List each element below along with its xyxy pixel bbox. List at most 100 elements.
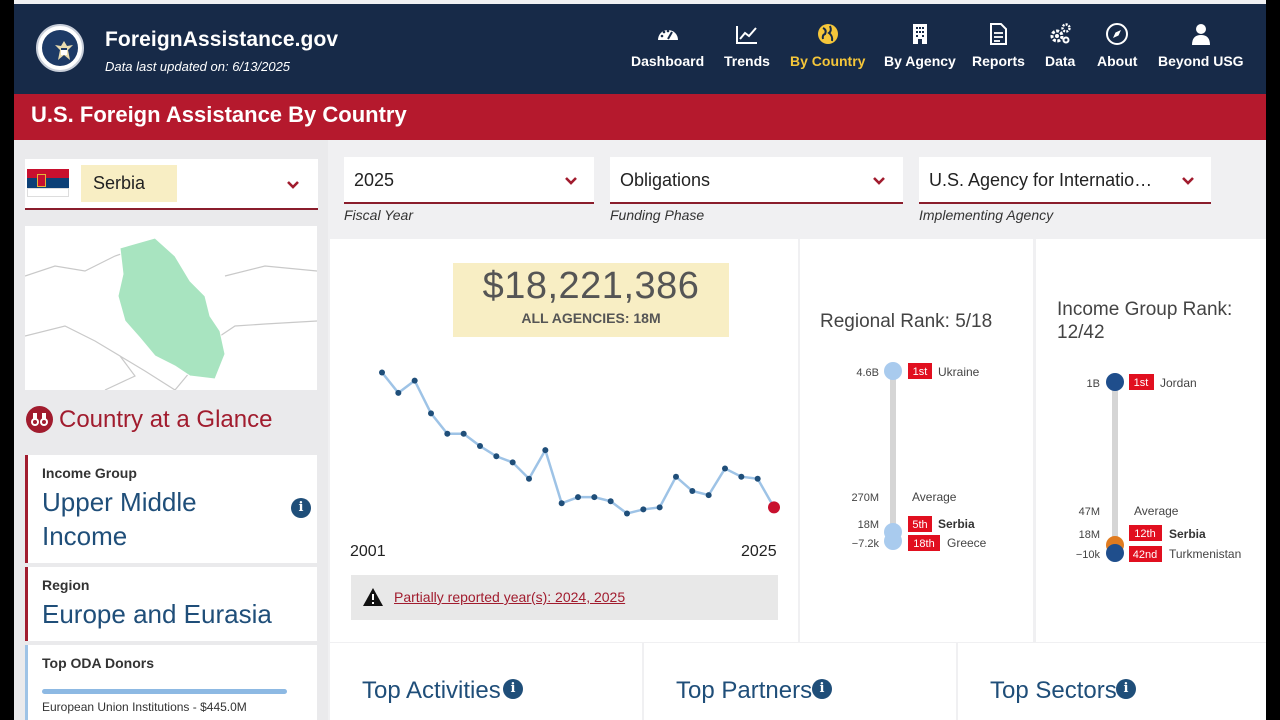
info-icon[interactable]: i <box>503 679 523 699</box>
bottom-name: Turkmenistan <box>1169 547 1241 561</box>
country-sidebar: Serbia Country at a Glance Income Group … <box>14 140 328 720</box>
all-agencies-total: ALL AGENCIES: 18M <box>521 310 661 326</box>
region-card: Region Europe and Eurasia <box>25 567 317 641</box>
trend-point-2009 <box>509 459 516 466</box>
trend-series-line <box>381 371 776 515</box>
trend-point-2021 <box>705 492 712 499</box>
income-group-value: Upper Middle Income <box>42 487 197 551</box>
info-icon[interactable]: i <box>291 498 311 518</box>
rank-badge-current <box>1129 525 1162 541</box>
trend-point-2017 <box>640 506 647 513</box>
info-icon[interactable]: i <box>812 679 832 699</box>
top-oda-donors-card: Top ODA Donors European Union Institutio… <box>25 645 317 720</box>
trend-line-icon <box>735 26 757 44</box>
rank-badge-top <box>1129 374 1154 390</box>
country-selector[interactable]: Serbia <box>25 159 318 210</box>
trend-point-2025 <box>768 501 780 514</box>
trend-point-2005 <box>444 430 451 437</box>
donors-label: Top ODA Donors <box>42 655 154 671</box>
trend-point-2007 <box>477 443 483 450</box>
partial-years-link[interactable]: Partially reported year(s): 2024, 2025 <box>394 589 626 605</box>
nav-reports[interactable]: Reports <box>972 22 1025 69</box>
chart-end-year: 2025 <box>741 543 777 560</box>
state-department-seal-logo[interactable] <box>36 24 84 72</box>
chevron-down-icon <box>873 177 885 185</box>
nav-label: Data <box>1045 53 1076 69</box>
nav-dashboard[interactable]: Dashboard <box>631 22 704 69</box>
fiscal-year-value: 2025 <box>354 170 395 190</box>
nav-by-agency[interactable]: By Agency <box>884 22 956 69</box>
info-icon[interactable]: i <box>1116 679 1136 699</box>
app-frame: ForeignAssistance.gov Data last updated … <box>14 0 1266 720</box>
binoculars-icon <box>26 406 53 433</box>
trend-point-2022 <box>722 465 728 472</box>
trend-line-chart[interactable] <box>330 239 798 539</box>
agency-value: U.S. Agency for Internatio… <box>929 170 1153 190</box>
agency-caption: Implementing Agency <box>919 207 1054 223</box>
trend-point-2019 <box>673 473 679 480</box>
chevron-down-icon <box>565 177 577 185</box>
nav-about[interactable]: About <box>1097 22 1137 69</box>
top-navigation-bar: ForeignAssistance.gov Data last updated … <box>14 4 1266 94</box>
bottom-rank: 18th <box>913 538 934 550</box>
income-rank-ladder[interactable]: 1B 1st Jordan 47M Average 18M 12th Serbi… <box>1036 239 1266 642</box>
trend-point-2024 <box>754 475 761 482</box>
nav-trends[interactable]: Trends <box>724 22 770 69</box>
donor-bar <box>42 689 287 694</box>
globe-icon <box>817 24 838 44</box>
rank-dot-bottom <box>884 532 902 550</box>
regional-rank-ladder[interactable]: 4.6B 1st Ukraine 270M Average 18M 5th Se… <box>800 239 1033 642</box>
trend-point-2016 <box>624 510 630 517</box>
average-value: 47M <box>1079 506 1100 518</box>
warning-icon <box>363 588 383 606</box>
implementing-agency-select[interactable]: U.S. Agency for Internatio… <box>919 157 1211 204</box>
top-partners-section: Top Partners i <box>644 643 956 720</box>
top-rank: 1st <box>913 366 928 378</box>
top-name: Ukraine <box>938 365 980 379</box>
site-title[interactable]: ForeignAssistance.gov <box>105 28 339 51</box>
rank-badge-current <box>908 516 932 532</box>
trend-point-2018 <box>656 504 663 511</box>
country-map[interactable] <box>25 226 317 390</box>
compass-icon <box>1106 23 1129 45</box>
current-rank: 12th <box>1134 528 1155 540</box>
trend-point-2010 <box>526 475 532 482</box>
top-name: Jordan <box>1160 376 1197 390</box>
nav-label: Dashboard <box>631 53 705 69</box>
nav-label: By Agency <box>884 53 956 69</box>
current-value: 18M <box>858 519 879 531</box>
trend-point-2001 <box>379 369 385 376</box>
top-sectors-section: Top Sectors i <box>958 643 1266 720</box>
chart-start-year: 2001 <box>350 543 386 560</box>
top-partners-title: Top Partners <box>676 677 813 704</box>
fiscal-year-select[interactable]: 2025 <box>344 157 594 204</box>
current-value: 18M <box>1079 529 1100 541</box>
trend-point-2023 <box>738 473 745 480</box>
regional-rank-title: Regional Rank: 5/18 <box>820 311 993 332</box>
income-group-card: Income Group Upper Middle Income i <box>25 455 317 563</box>
rank-badge-bottom <box>908 535 940 551</box>
average-label: Average <box>912 490 957 504</box>
region-label: Region <box>42 577 90 593</box>
current-name: Serbia <box>1169 527 1206 541</box>
nav-label: Beyond USG <box>1158 53 1244 69</box>
bottom-value: −10k <box>1076 549 1101 561</box>
nav-label: Trends <box>724 53 770 69</box>
top-activities-title: Top Activities <box>362 677 501 704</box>
funding-phase-select[interactable]: Obligations <box>610 157 903 204</box>
nav-beyond-usg[interactable]: Beyond USG <box>1158 22 1244 69</box>
bottom-rank: 42nd <box>1133 549 1157 561</box>
nav-data[interactable]: Data <box>1045 22 1075 69</box>
average-label: Average <box>1134 504 1179 518</box>
glance-title: Country at a Glance <box>59 406 273 433</box>
bottom-value: −7.2k <box>852 538 880 550</box>
nav-label: Reports <box>972 53 1025 69</box>
nav-label: About <box>1097 53 1138 69</box>
top-activities-section: Top Activities i <box>330 643 642 720</box>
chevron-down-icon <box>287 181 299 189</box>
regional-rank-panel: Regional Rank: 5/18 4.6B 1st Ukraine 270… <box>800 239 1033 642</box>
funding-phase-caption: Funding Phase <box>610 207 705 223</box>
income-rank-panel: Income Group Rank: 12/42 1B 1st Jordan 4… <box>1036 239 1266 642</box>
nav-by-country[interactable]: By Country <box>790 22 865 69</box>
page-title: U.S. Foreign Assistance By Country <box>14 94 1266 140</box>
